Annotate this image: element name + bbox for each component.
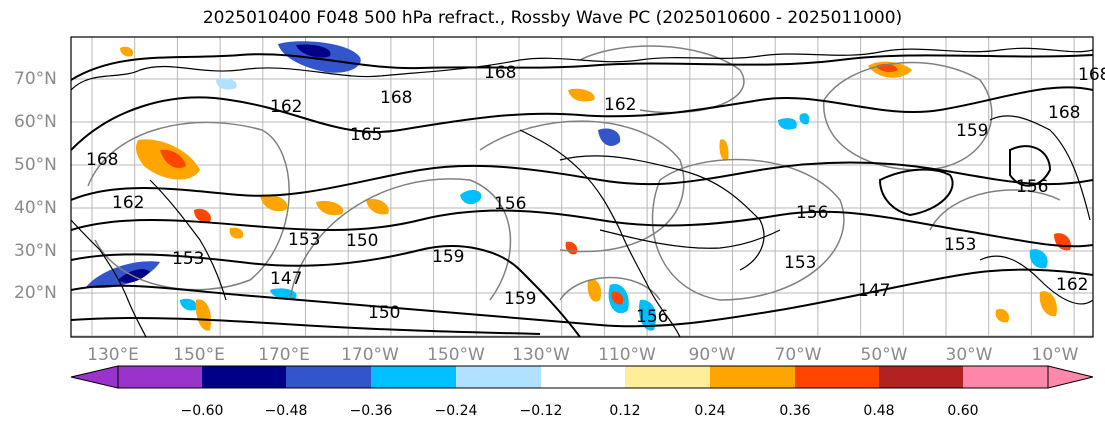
lon-label: 70°W — [775, 345, 822, 365]
contour-label: 156 — [494, 194, 526, 214]
colorbar-segment — [371, 366, 456, 388]
lon-label: 110°W — [598, 345, 656, 365]
lon-label: 130°W — [512, 345, 570, 365]
height-contours — [71, 53, 1093, 337]
contour-label: 168 — [86, 150, 118, 170]
colorbar-segment — [710, 366, 795, 388]
lon-label: 10°W — [1032, 345, 1079, 365]
contour-label: 156 — [1016, 177, 1048, 197]
contour-label: 159 — [432, 247, 464, 267]
refractivity-shading — [86, 41, 1071, 331]
colorbar-segment — [795, 366, 879, 388]
contour-label: 156 — [796, 203, 828, 223]
lat-label: 30°N — [14, 241, 57, 261]
gray-contours — [87, 45, 1061, 301]
colorbar-tick-label: 0.48 — [863, 403, 894, 419]
colorbar-tick-label: 0.12 — [609, 403, 640, 419]
contour-label: 153 — [944, 235, 976, 255]
lat-label: 40°N — [14, 198, 57, 218]
colorbar-segment — [286, 366, 371, 388]
colorbar-segment — [118, 366, 202, 388]
colorbar-tick-label: −0.12 — [520, 403, 563, 419]
colorbar-segment — [625, 366, 710, 388]
contour-label: 153 — [288, 230, 320, 250]
colorbar-tick-label: −0.60 — [181, 403, 224, 419]
colorbar-tick-label: −0.36 — [350, 403, 393, 419]
contour-label: 156 — [636, 307, 668, 327]
colorbar-segment — [541, 366, 625, 388]
contour-label: 150 — [346, 231, 378, 251]
contour-label: 153 — [784, 253, 816, 273]
lat-label: 20°N — [14, 283, 57, 303]
map-title: 2025010400 F048 500 hPa refract., Rossby… — [202, 8, 903, 28]
contour-label: 168 — [484, 63, 516, 83]
colorbar-tick-label: −0.24 — [435, 403, 478, 419]
colorbar-tick-label: −0.48 — [265, 403, 308, 419]
contour-label: 168 — [380, 88, 412, 108]
lat-label: 70°N — [14, 69, 57, 89]
colorbar-extend-min — [70, 365, 119, 389]
contour-label: 165 — [350, 125, 382, 145]
coastlines — [71, 47, 1093, 337]
lon-label: 150°E — [173, 345, 225, 365]
colorbar-outline — [117, 365, 1049, 389]
lon-label: 170°E — [258, 345, 310, 365]
colorbar-tick-label: 0.24 — [694, 403, 725, 419]
lon-label: 30°W — [946, 345, 993, 365]
contour-label: 147 — [858, 281, 890, 301]
colorbar-segment — [456, 366, 541, 388]
graticule-grid — [71, 37, 1093, 337]
contour-label: 159 — [504, 289, 536, 309]
contour-labels: 168 162 168 162 168 156 153 153 150 150 … — [86, 63, 1105, 327]
lon-label: 130°E — [87, 345, 139, 365]
contour-label: 162 — [112, 193, 144, 213]
colorbar-segment — [202, 366, 286, 388]
colorbar-extend-max — [1047, 365, 1094, 389]
lon-label: 50°W — [861, 345, 908, 365]
contour-label: 153 — [172, 249, 204, 269]
colorbar — [70, 365, 1094, 389]
colorbar-tick-labels: −0.60 −0.48 −0.36 −0.24 −0.12 0.12 0.24 … — [181, 403, 979, 419]
contour-label: 162 — [604, 95, 636, 115]
contour-label: 168 — [1048, 103, 1080, 123]
lon-label: 150°W — [427, 345, 485, 365]
map-panel — [71, 37, 1093, 337]
latitude-labels: 70°N 60°N 50°N 40°N 30°N 20°N — [14, 69, 57, 303]
contour-label: 150 — [368, 303, 400, 323]
colorbar-tick-label: 0.36 — [779, 403, 810, 419]
lon-label: 170°W — [341, 345, 399, 365]
colorbar-segment — [879, 366, 963, 388]
map-frame — [70, 36, 1094, 338]
lat-label: 50°N — [14, 155, 57, 175]
lon-label: 90°W — [689, 345, 736, 365]
lat-label: 60°N — [14, 112, 57, 132]
contour-label: 162 — [1056, 275, 1088, 295]
contour-label: 162 — [270, 97, 302, 117]
colorbar-tick-label: 0.60 — [947, 403, 978, 419]
contour-label: 168 — [1078, 65, 1105, 85]
contour-label: 147 — [270, 269, 302, 289]
contour-label: 159 — [956, 121, 988, 141]
longitude-labels: 130°E 150°E 170°E 170°W 150°W 130°W 110°… — [87, 345, 1079, 365]
colorbar-segment — [963, 366, 1048, 388]
